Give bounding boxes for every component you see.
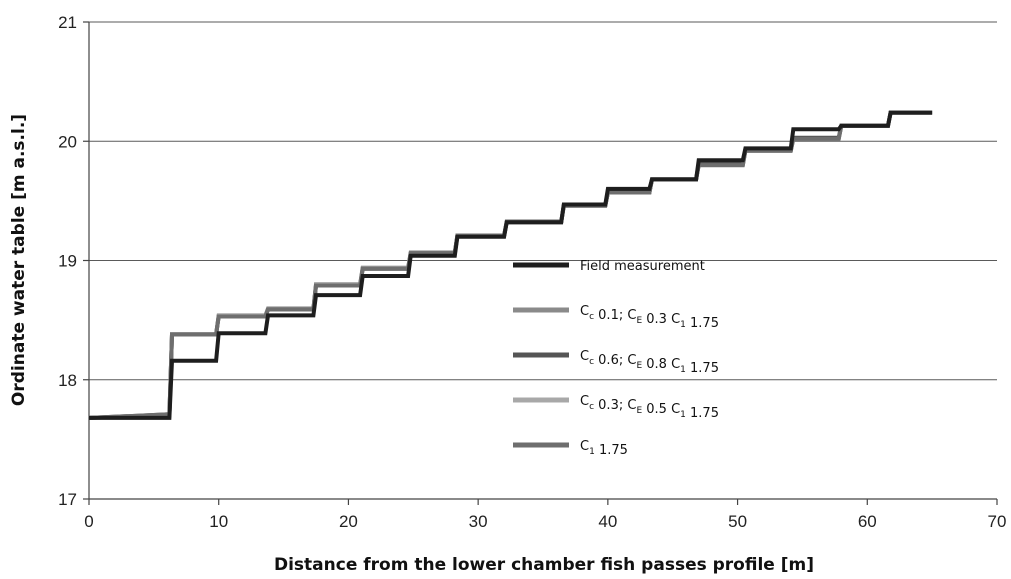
x-tick-label-60: 60 — [858, 512, 877, 531]
series-line-1 — [88, 110, 933, 420]
x-tick-label-70: 70 — [988, 512, 1007, 531]
y-tick-label-19: 19 — [58, 252, 77, 271]
legend: Field measurement Cc 0.1; CE 0.3 C1 1.75 C… — [513, 259, 719, 458]
y-tick-label-21: 21 — [58, 13, 77, 32]
y-tick-label-18: 18 — [58, 371, 77, 390]
legend-label-2: Cc 0.6; CE 0.8 C1 1.75 — [580, 349, 719, 376]
y-tick-label-20: 20 — [58, 132, 77, 151]
series-line-2 — [88, 110, 933, 420]
x-tick-label-10: 10 — [209, 512, 228, 531]
y-axis-title: Ordinate water table [m a.s.l.] — [9, 114, 29, 406]
x-axis-title: Distance from the lower chamber fish pas… — [274, 555, 814, 575]
series-line-4 — [88, 110, 933, 420]
series-line-3 — [88, 110, 933, 420]
x-tick-label-40: 40 — [598, 512, 617, 531]
legend-label-3: Cc 0.3; CE 0.5 C1 1.75 — [580, 394, 719, 421]
x-tick-label-20: 20 — [339, 512, 358, 531]
x-tick-label-30: 30 — [469, 512, 488, 531]
y-tick-label-17: 17 — [58, 490, 77, 509]
series-line-0 — [89, 110, 933, 420]
horizontal-gridlines — [89, 21, 997, 381]
legend-label-0: Field measurement — [580, 259, 705, 274]
legend-label-4: C1 1.75 — [580, 439, 628, 458]
series-layer — [88, 110, 933, 420]
legend-label-1: Cc 0.1; CE 0.3 C1 1.75 — [580, 304, 719, 331]
x-tick-label-0: 0 — [84, 512, 93, 531]
x-tick-label-50: 50 — [728, 512, 747, 531]
tick-labels: 0 10 20 30 40 50 60 70 17 18 19 20 21 — [58, 13, 1006, 531]
